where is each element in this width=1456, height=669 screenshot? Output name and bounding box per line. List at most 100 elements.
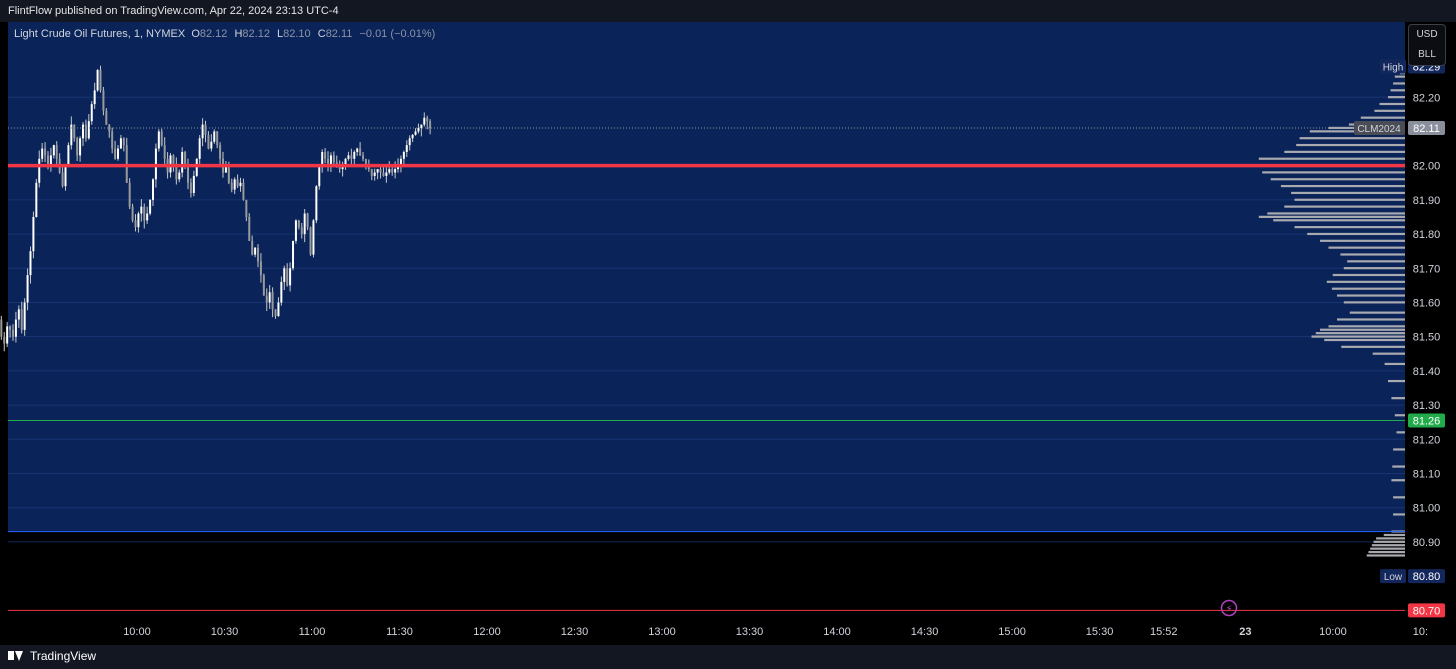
candle-body	[23, 302, 26, 330]
high-label: H	[234, 28, 243, 40]
x-tick-label: 10:00	[1319, 626, 1347, 638]
red-bottom-level-tag	[1408, 603, 1445, 618]
candle-body	[382, 172, 385, 176]
open-label: O	[191, 28, 200, 40]
candle-body	[201, 124, 204, 139]
y-tick-label: 81.50	[1413, 332, 1441, 344]
volume-profile-bar	[1368, 550, 1405, 554]
candle-body	[306, 213, 309, 228]
candle-body	[17, 309, 20, 320]
volume-profile-bar	[1324, 338, 1405, 342]
candle-body	[227, 165, 230, 183]
candle-body	[35, 182, 38, 217]
candle-body	[143, 206, 146, 221]
candle-body	[116, 148, 119, 159]
low-label: L	[277, 28, 284, 40]
candle-body	[32, 216, 35, 252]
candle-body	[64, 165, 67, 187]
candle-body	[292, 240, 295, 269]
tradingview-logo[interactable]: TradingView	[8, 649, 96, 663]
lightning-icon[interactable]	[1220, 599, 1238, 617]
candle-body	[111, 131, 114, 149]
candle-body	[46, 155, 49, 166]
y-tick-label: 81.10	[1413, 469, 1441, 481]
x-tick-label: 14:30	[911, 626, 939, 638]
low-label-tag	[1380, 569, 1406, 584]
candle-body	[262, 275, 265, 296]
candle-body	[411, 134, 414, 139]
candle-body	[286, 268, 289, 286]
candle-body	[283, 268, 286, 282]
candle-body	[219, 145, 222, 159]
volume-profile-bar	[1373, 540, 1405, 543]
volume-profile-bar	[1294, 226, 1405, 229]
x-tick-label: 10:	[1413, 626, 1428, 638]
volume-profile-bar	[1307, 232, 1405, 236]
x-tick-label: 23	[1239, 626, 1251, 638]
candle-body	[417, 128, 420, 132]
volume-profile-bar	[1258, 215, 1405, 218]
candle-body	[399, 158, 402, 166]
candle-body	[233, 179, 236, 190]
candle-body	[38, 158, 41, 183]
volume-profile-bar	[1267, 212, 1405, 215]
candle-body	[192, 175, 195, 194]
green-level-tag-label: 81.26	[1413, 415, 1441, 427]
candle-body	[420, 124, 423, 129]
candle-body	[76, 138, 79, 156]
volume-profile-bar	[1315, 332, 1405, 335]
volume-profile-bar	[1258, 157, 1405, 160]
green-level-tag	[1408, 413, 1445, 428]
candle-body	[87, 121, 90, 139]
tradingview-footer: TradingView	[0, 645, 1456, 669]
volume-profile-bar	[1341, 345, 1405, 348]
x-tick-label: 13:00	[648, 626, 676, 638]
candle-body	[312, 220, 315, 255]
y-tick-label: 81.00	[1413, 503, 1441, 515]
currency-unit-selector[interactable]: USD BLL	[1408, 24, 1446, 66]
candle-body	[309, 227, 312, 255]
candle-body	[175, 165, 178, 180]
candle-body	[29, 251, 32, 276]
candle-body	[216, 131, 219, 146]
y-tick-label: 81.70	[1413, 263, 1441, 275]
candle-body	[402, 151, 405, 159]
candle-body	[300, 227, 303, 235]
volume-profile-bar	[1393, 82, 1405, 85]
candle-body	[259, 261, 262, 276]
volume-profile-bar	[1370, 547, 1405, 550]
candle-body	[271, 292, 274, 310]
volume-profile-bar	[1388, 96, 1405, 99]
candle-body	[332, 155, 335, 163]
candle-body	[102, 90, 105, 111]
volume-profile-bar	[1388, 379, 1405, 383]
volume-profile-bar	[1383, 533, 1405, 537]
volume-profile-bar	[1294, 198, 1405, 201]
candle-body	[105, 110, 108, 125]
candle-body	[405, 145, 408, 152]
candle-body	[318, 165, 321, 187]
candle-body	[391, 169, 394, 173]
volume-profile-bar	[1376, 537, 1405, 540]
candle-body	[426, 117, 429, 122]
candle-body	[157, 131, 160, 149]
candle-body	[388, 169, 391, 173]
last-price-symbol-label: CLM2024	[1357, 124, 1401, 135]
candle-body	[327, 158, 330, 166]
candle-body	[324, 151, 327, 159]
candle-body	[294, 220, 297, 241]
volume-profile-bar	[1270, 178, 1405, 181]
low-value-tag	[1408, 569, 1445, 584]
candle-body	[370, 169, 373, 176]
volume-profile-bar	[1366, 554, 1405, 557]
candle-body	[379, 169, 382, 173]
volume-profile-bar	[1343, 267, 1405, 270]
candle-body	[79, 138, 82, 156]
last-price-symbol-tag	[1354, 121, 1405, 136]
candle-body	[70, 124, 73, 146]
tradingview-brand: TradingView	[30, 649, 97, 663]
y-tick-label: 81.60	[1413, 297, 1441, 309]
candle-body	[245, 199, 248, 217]
candle-body	[11, 329, 14, 337]
